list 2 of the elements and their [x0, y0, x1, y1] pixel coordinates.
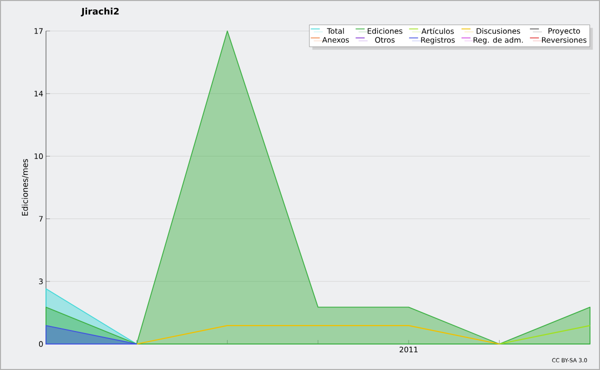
y-axis-title: Ediciones/mes — [22, 159, 29, 216]
chart-title: Jirachi2 — [80, 8, 119, 16]
